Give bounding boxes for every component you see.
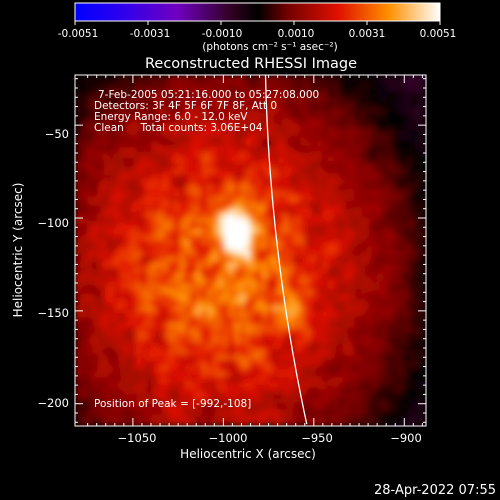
info-time-range: 7-Feb-2005 05:21:16.000 to 05:27:08.000: [98, 89, 319, 101]
x-tick-label: −1050: [118, 431, 157, 445]
footer-timestamp: 28-Apr-2022 07:55: [374, 483, 496, 498]
x-tick-label: −900: [390, 431, 422, 445]
colorbar-tick-label: -0.0031: [130, 28, 171, 40]
image-area: [75, 75, 426, 426]
info-energy-range: Energy Range: 6.0 - 12.0 keV: [94, 111, 248, 123]
solar-limb-line: [264, 75, 308, 425]
colorbar-tick-label: 0.0031: [349, 28, 386, 40]
colorbar-tick-label: -0.0010: [202, 28, 243, 40]
y-tick-label: −150: [37, 306, 69, 320]
axis-tick-marks: [75, 75, 426, 426]
colorbar-tick-label: 0.0010: [278, 28, 315, 40]
x-tick-label: −1000: [209, 431, 248, 445]
colorbar-units: (photons cm⁻² s⁻¹ asec⁻²): [202, 41, 337, 53]
chart-title: Reconstructed RHESSI Image: [145, 56, 357, 72]
y-tick-label: −50: [45, 127, 69, 141]
info-method-counts: Clean Total counts: 3.06E+04: [94, 122, 263, 134]
info-detectors: Detectors: 3F 4F 5F 6F 7F 8F, Att 0: [94, 100, 277, 112]
colorbar: -0.0051 -0.0031 -0.0010 0.0010 0.0031 0.…: [58, 2, 457, 53]
info-peak-position: Position of Peak = [-992,-108]: [94, 398, 251, 410]
colorbar-tick-label: 0.0051: [420, 28, 457, 40]
y-tick-label: −100: [37, 216, 69, 230]
x-axis-label: Heliocentric X (arcsec): [180, 447, 316, 461]
y-tick-label: −200: [37, 396, 69, 410]
heatmap-image: [75, 75, 426, 426]
colorbar-gradient: [74, 2, 441, 22]
colorbar-tick-marks: [74, 21, 441, 25]
heatmap-raster: [75, 75, 426, 426]
colorbar-tick-label: -0.0051: [58, 28, 99, 40]
x-tick-label: −950: [301, 431, 333, 445]
y-axis-label: Heliocentric Y (arcsec): [11, 183, 25, 318]
